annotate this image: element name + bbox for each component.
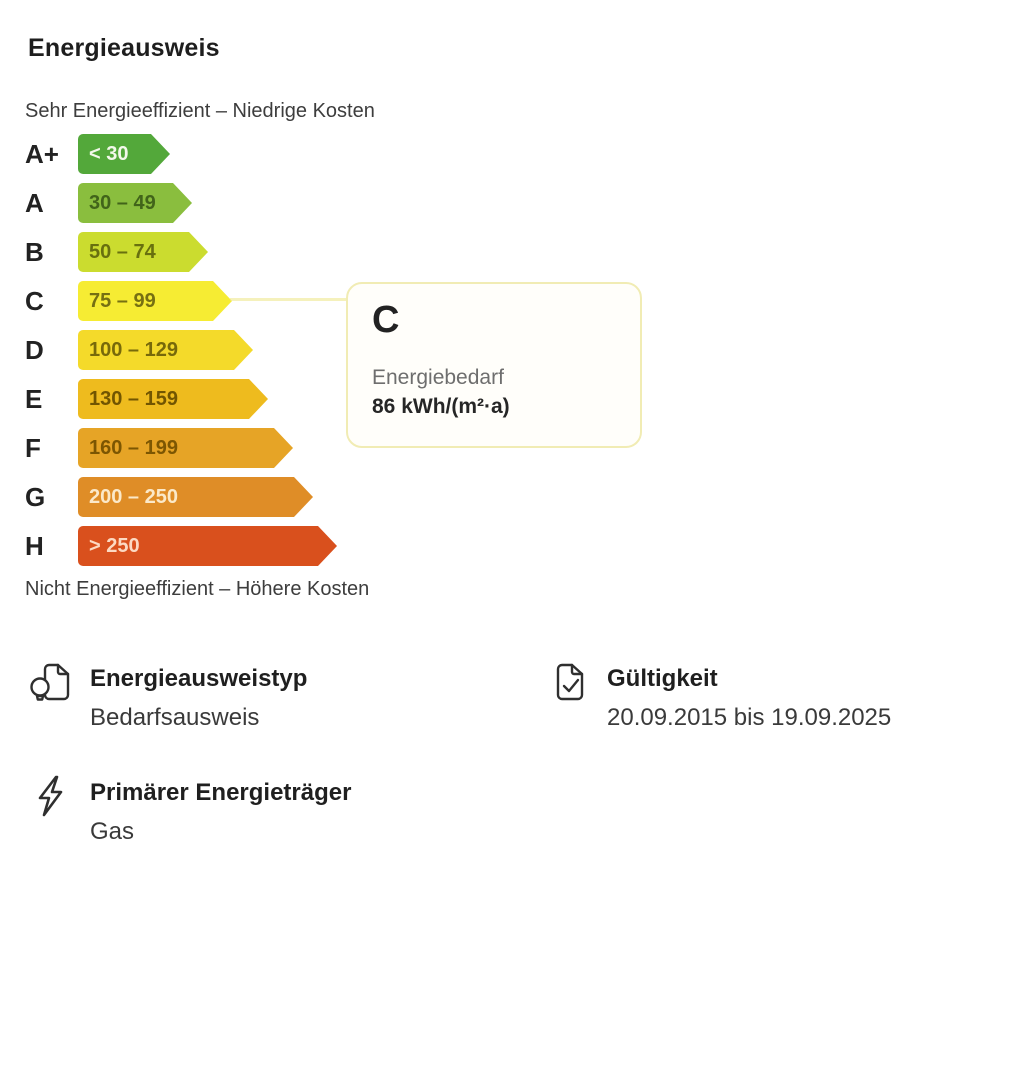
scale-row: A 30 – 49 <box>0 183 1035 223</box>
grade-range: 130 – 159 <box>89 388 178 410</box>
document-check-icon <box>546 658 590 706</box>
grade-arrow: 200 – 250 <box>78 477 313 517</box>
grade-arrow: 50 – 74 <box>78 232 208 272</box>
grade-range: 50 – 74 <box>89 241 156 263</box>
grade-arrow: 30 – 49 <box>78 183 192 223</box>
grade-label: C <box>25 286 44 316</box>
grade-label: B <box>25 237 44 267</box>
grade-label: D <box>25 335 44 365</box>
callout-label: Energiebedarf <box>372 366 504 389</box>
grade-label: H <box>25 531 44 561</box>
detail-value: 20.09.2015 bis 19.09.2025 <box>607 704 892 731</box>
callout-grade: C <box>372 299 400 341</box>
lightning-bolt-icon <box>28 772 72 820</box>
grade-arrow: 160 – 199 <box>78 428 293 468</box>
grade-range: 200 – 250 <box>89 486 178 508</box>
grade-range: > 250 <box>89 535 140 557</box>
scale-row: B 50 – 74 <box>0 232 1035 272</box>
grade-arrow: 100 – 129 <box>78 330 253 370</box>
detail-label: Gültigkeit <box>607 665 718 692</box>
detail-label: Primärer Energieträger <box>90 779 352 806</box>
detail-label: Energieausweistyp <box>90 665 308 692</box>
detail-value: Gas <box>90 818 135 845</box>
grade-arrow: 130 – 159 <box>78 379 268 419</box>
grade-label: A+ <box>25 139 59 169</box>
scale-row: F 160 – 199 <box>0 428 1035 468</box>
scale-row: D 100 – 129 <box>0 330 1035 370</box>
detail-value: Bedarfsausweis <box>90 704 260 731</box>
grade-label: F <box>25 433 41 463</box>
grade-range: 30 – 49 <box>89 192 156 214</box>
grade-range: < 30 <box>89 143 129 165</box>
scale-row: C 75 – 99 <box>0 281 1035 321</box>
document-bulb-icon <box>28 658 72 706</box>
scale-row: H > 250 <box>0 526 1035 566</box>
scale-row: E 130 – 159 <box>0 379 1035 419</box>
grade-arrow: 75 – 99 <box>78 281 232 321</box>
page-title: Energieausweis <box>28 34 220 62</box>
grade-arrow: < 30 <box>78 134 170 174</box>
grade-arrow: > 250 <box>78 526 337 566</box>
energy-rating-callout: C Energiebedarf 86 kWh/(m²·a) <box>346 282 642 448</box>
grade-range: 75 – 99 <box>89 290 156 312</box>
callout-connector-line <box>230 298 348 301</box>
grade-label: G <box>25 482 46 512</box>
grade-label: A <box>25 188 44 218</box>
scale-row: G 200 – 250 <box>0 477 1035 517</box>
scale-caption-inefficient: Nicht Energieeffizient – Höhere Kosten <box>25 578 370 600</box>
grade-range: 100 – 129 <box>89 339 178 361</box>
grade-range: 160 – 199 <box>89 437 178 459</box>
callout-value: 86 kWh/(m²·a) <box>372 395 510 418</box>
grade-label: E <box>25 384 43 414</box>
scale-row: A+ < 30 <box>0 134 1035 174</box>
scale-caption-efficient: Sehr Energieeffizient – Niedrige Kosten <box>25 100 375 122</box>
